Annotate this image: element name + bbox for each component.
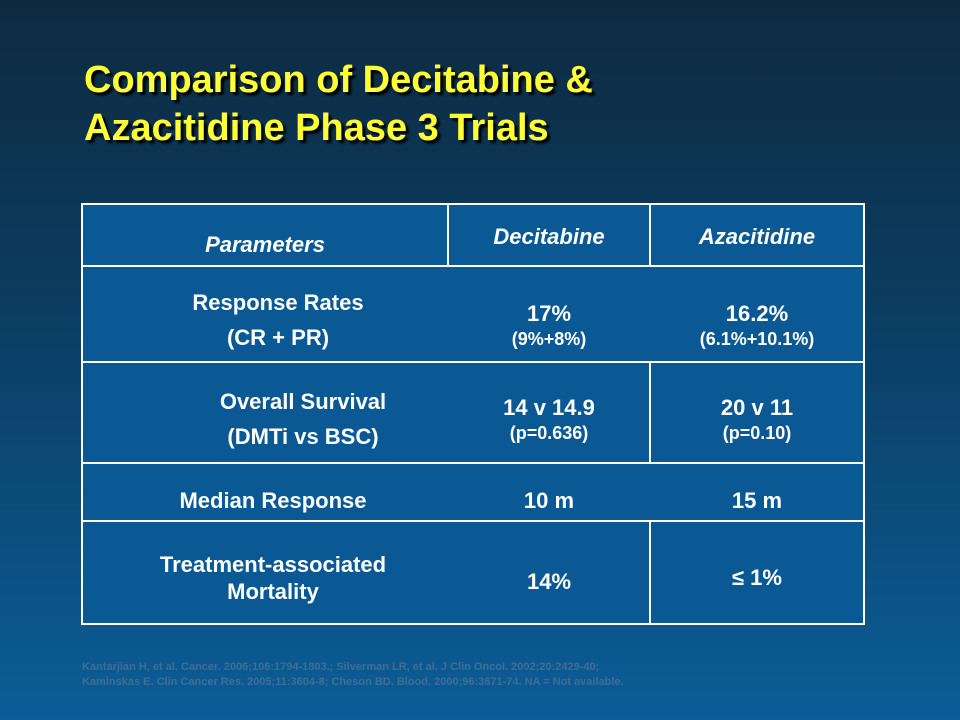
row-mortality-azacitidine: ≤ 1% [651,538,863,618]
value-sub: (p=0.10) [722,422,792,443]
parameter-label: Response Rates [192,289,364,315]
parameter-label: Overall Survival [219,388,387,414]
parameter-sublabel: (CR + PR) [226,325,330,350]
comparison-table: Parameters Decitabine Azacitidine Respon… [81,203,865,625]
table-divider [83,520,863,522]
row-median-response-decitabine: 10 m [449,476,649,526]
parameter-sublabel: (DMTi vs BSC) [227,424,379,449]
header-azacitidine-label: Azacitidine [698,224,816,250]
table-divider [649,520,651,623]
references-footnote: Kantarjian H, et al. Cancer. 2006;106:17… [82,660,902,690]
table-divider [83,361,863,363]
reference-line-2: Kaminskas E. Clin Cancer Res. 2005;11:36… [82,676,624,688]
table-divider [649,361,651,462]
value-main: 10 m [523,488,575,514]
header-azacitidine: Azacitidine [651,209,863,265]
parameter-label: Treatment-associated [159,551,387,577]
row-overall-survival-azacitidine: 20 v 11 (p=0.10) [651,383,863,455]
parameter-sublabel: Mortality [227,579,319,604]
slide-title-line-2: Azacitidine Phase 3 Trials [84,107,549,149]
header-decitabine-label: Decitabine [493,224,605,250]
row-overall-survival-parameter: Overall Survival (DMTi vs BSC) [153,377,453,461]
row-overall-survival-decitabine: 14 v 14.9 (p=0.636) [449,383,649,455]
row-response-rates-parameter: Response Rates (CR + PR) [83,281,473,359]
value-main: 20 v 11 [720,395,794,420]
slide-title: Comparison of Decitabine & Azacitidine P… [84,56,593,152]
row-mortality-parameter: Treatment-associated Mortality [83,538,463,618]
value-main: 17% [526,301,572,326]
value-main: 15 m [731,488,783,514]
value-sub: (9%+8%) [511,328,587,349]
slide-title-line-1: Comparison of Decitabine & [84,59,593,101]
value-sub: (6.1%+10.1%) [699,328,815,349]
table-divider [447,205,449,265]
value-main: 14 v 14.9 [503,395,595,420]
row-median-response-parameter: Median Response [83,476,463,526]
value-main: 16.2% [725,301,789,326]
table-divider [649,205,651,265]
table-divider [83,462,863,464]
header-parameters-label: Parameters [205,232,325,258]
reference-line-1: Kantarjian H, et al. Cancer. 2006;106:17… [82,661,600,673]
row-response-rates-azacitidine: 16.2% (6.1%+10.1%) [651,289,863,361]
parameter-label: Median Response [179,488,367,514]
value-main: 14% [526,569,572,595]
header-decitabine: Decitabine [449,209,649,265]
value-main: ≤ 1% [732,565,782,591]
table-divider [83,265,863,267]
row-mortality-decitabine: 14% [449,538,649,626]
value-sub: (p=0.636) [509,422,589,443]
row-response-rates-decitabine: 17% (9%+8%) [449,289,649,361]
header-parameters: Parameters [83,217,447,273]
row-median-response-azacitidine: 15 m [651,476,863,526]
